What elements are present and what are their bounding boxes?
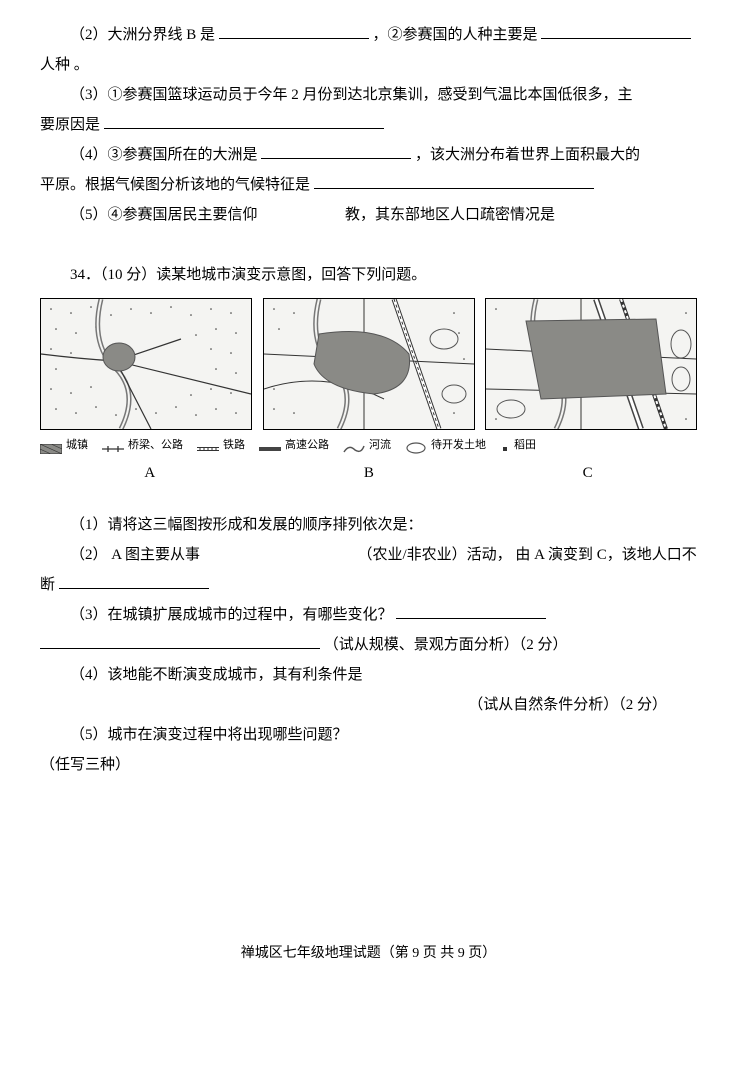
legend-river-label: 河流 bbox=[369, 434, 391, 456]
legend-land: 待开发土地 bbox=[405, 434, 486, 456]
map-c bbox=[485, 298, 697, 430]
q34-sub3a: （3）在城镇扩展成城市的过程中，有哪些变化？ bbox=[70, 607, 393, 623]
q34-sub4b: （试从自然条件分析）（2 分） bbox=[40, 690, 697, 720]
q5-text: （5）④参赛国居民主要信仰 bbox=[70, 207, 258, 223]
map-c-svg bbox=[486, 299, 696, 429]
q4-line1a: （4）③参赛国所在的大洲是 bbox=[70, 147, 258, 163]
question-4-line2: 平原。根据气候图分析该地的气候特征是 bbox=[40, 170, 697, 200]
q34-sub2-line2: 断 bbox=[40, 570, 697, 600]
q34-sub3-line2: （试从规模、景观方面分析）（2 分） bbox=[40, 630, 697, 660]
q34-sub1: （1）请将这三幅图按形成和发展的顺序排列依次是： bbox=[40, 510, 697, 540]
q3-line2a: 要原因是 bbox=[40, 117, 100, 133]
legend-highway-label: 高速公路 bbox=[285, 434, 329, 456]
q3-line1: （3）①参赛国篮球运动员于今年 2 月份到达北京集训，感受到气温比本国低很多，主 bbox=[70, 87, 633, 103]
legend-town-label: 城镇 bbox=[66, 434, 88, 456]
legend-river: 河流 bbox=[343, 434, 391, 456]
town-swatch-icon bbox=[40, 440, 62, 450]
highway-swatch-icon bbox=[259, 440, 281, 450]
map-b-svg bbox=[264, 299, 474, 429]
q34-sub5b: （任写三种） bbox=[40, 750, 697, 780]
blank[interactable] bbox=[541, 23, 691, 39]
legend-rail: 铁路 bbox=[197, 434, 245, 456]
legend-rail-label: 铁路 bbox=[223, 434, 245, 456]
legend-paddy-label: 稻田 bbox=[514, 434, 536, 456]
map-legend: 城镇 桥梁、公路 铁路 高速公路 河流 待开发土地 稻田 bbox=[40, 434, 697, 456]
q34-sub3: （3）在城镇扩展成城市的过程中，有哪些变化？ bbox=[40, 600, 697, 630]
blank[interactable] bbox=[204, 544, 354, 559]
legend-paddy: 稻田 bbox=[500, 434, 536, 456]
question-3-line2: 要原因是 bbox=[40, 110, 697, 140]
question-4-line1: （4）③参赛国所在的大洲是 ，该大洲分布着世界上面积最大的 bbox=[40, 140, 697, 170]
legend-highway: 高速公路 bbox=[259, 434, 329, 456]
q4-line1b: ，该大洲分布着世界上面积最大的 bbox=[415, 147, 640, 163]
question-5: （5）④参赛国居民主要信仰 教，其东部地区人口疏密情况是 bbox=[40, 200, 697, 230]
question-3-line1: （3）①参赛国篮球运动员于今年 2 月份到达北京集训，感受到气温比本国低很多，主 bbox=[40, 80, 697, 110]
question-2: （2）大洲分界线 B 是 ，②参赛国的人种主要是 人种 。 bbox=[40, 20, 697, 80]
map-a-svg bbox=[41, 299, 251, 429]
map-b bbox=[263, 298, 475, 430]
q4-line2a: 平原。根据气候图分析该地的气候特征是 bbox=[40, 177, 310, 193]
blank[interactable] bbox=[219, 23, 369, 39]
q34-sub5: （5）城市在演变过程中将出现哪些问题？ bbox=[40, 720, 697, 750]
q2-prefix: （2）大洲分界线 B 是 bbox=[70, 27, 215, 43]
legend-bridge: 桥梁、公路 bbox=[102, 434, 183, 456]
blank[interactable] bbox=[261, 143, 411, 159]
blank[interactable] bbox=[40, 633, 320, 649]
map-label-b: B bbox=[364, 458, 374, 488]
legend-bridge-label: 桥梁、公路 bbox=[128, 434, 183, 456]
legend-land-label: 待开发土地 bbox=[431, 434, 486, 456]
blank[interactable] bbox=[396, 603, 546, 619]
blank[interactable] bbox=[261, 204, 341, 219]
question-34-title: 34．（10 分）读某地城市演变示意图，回答下列问题。 bbox=[40, 260, 697, 290]
map-row bbox=[40, 298, 697, 430]
q2-mid: ，②参赛国的人种主要是 bbox=[373, 27, 538, 43]
rail-swatch-icon bbox=[197, 440, 219, 450]
q34-sub2c: 断 bbox=[40, 577, 55, 593]
q34-sub2: （2） A 图主要从事 （农业/非农业）活动， 由 A 演变到 C，该地人口不 bbox=[40, 540, 697, 570]
blank[interactable] bbox=[314, 173, 594, 189]
map-a bbox=[40, 298, 252, 430]
map-label-c: C bbox=[583, 458, 593, 488]
q5-mid: 教，其东部地区人口疏密情况是 bbox=[345, 207, 555, 223]
blank[interactable] bbox=[104, 113, 384, 129]
q34-sub3b: （试从规模、景观方面分析）（2 分） bbox=[324, 637, 568, 653]
river-swatch-icon bbox=[343, 440, 365, 450]
q34-sub4: （4）该地能不断演变成城市，其有利条件是 bbox=[40, 660, 697, 690]
bridge-swatch-icon bbox=[102, 440, 124, 450]
land-swatch-icon bbox=[405, 440, 427, 450]
map-label-a: A bbox=[144, 458, 155, 488]
legend-town: 城镇 bbox=[40, 434, 88, 456]
q2-suffix: 人种 。 bbox=[40, 57, 89, 73]
page-footer: 禅城区七年级地理试题（第 9 页 共 9 页） bbox=[40, 940, 697, 968]
q34-sub2b: （农业/非农业）活动， 由 A 演变到 C，该地人口不 bbox=[358, 547, 697, 563]
blank[interactable] bbox=[59, 573, 209, 589]
q34-sub2a: （2） A 图主要从事 bbox=[70, 547, 200, 563]
map-labels: A B C bbox=[40, 458, 697, 488]
paddy-swatch-icon bbox=[500, 440, 510, 450]
